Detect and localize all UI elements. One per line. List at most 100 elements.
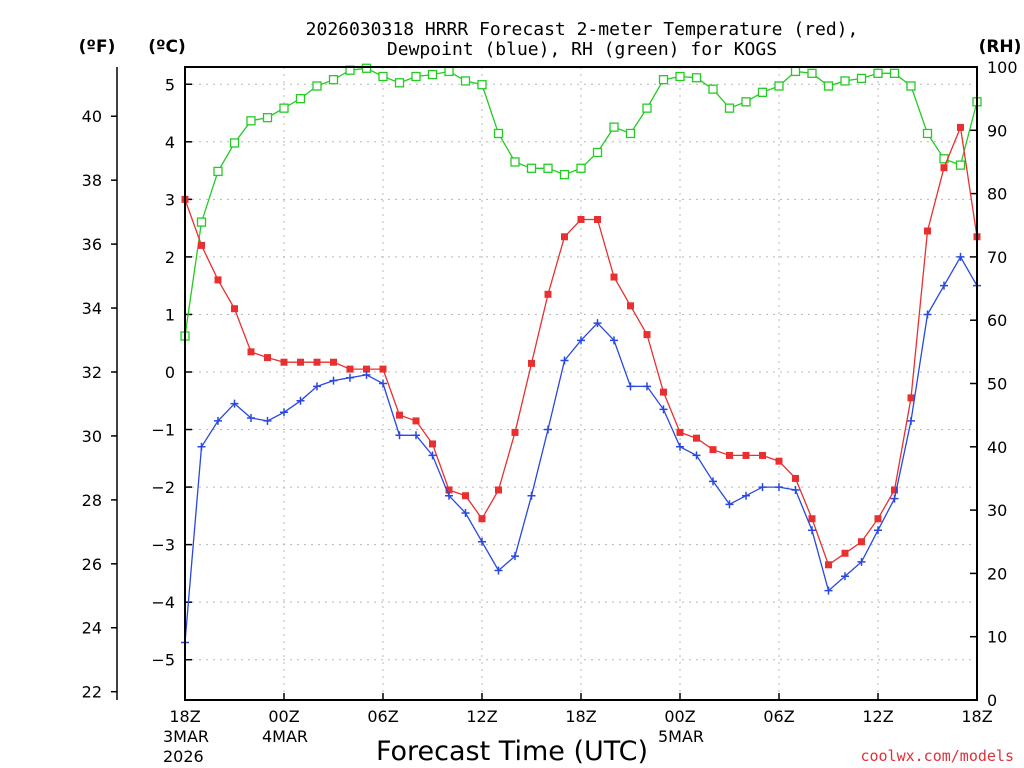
dewpoint-point — [313, 382, 321, 391]
dewpoint-point — [857, 557, 866, 566]
dewpoint-point — [874, 526, 882, 535]
fahrenheit-tick-label: 22 — [82, 683, 102, 702]
dewpoint-point — [659, 405, 668, 414]
dewpoint-point — [395, 431, 404, 440]
temperature-point — [346, 365, 354, 373]
rh-point — [493, 128, 504, 139]
series-layer — [180, 63, 982, 647]
celsius-unit-label: (ºC) — [148, 37, 186, 57]
time-tick-label: 12Z — [466, 707, 497, 726]
rh-point — [394, 78, 405, 88]
temperature-point — [544, 290, 552, 298]
celsius-tick-label: 4 — [165, 133, 175, 152]
dewpoint-point — [758, 483, 767, 492]
rh-point — [279, 103, 289, 113]
celsius-tick-label: −1 — [151, 421, 175, 440]
dewpoint-point — [890, 494, 899, 503]
rh-tick-label: 30 — [987, 501, 1007, 520]
temperature-point — [280, 358, 288, 366]
temperature-point — [577, 215, 585, 223]
rh-point — [889, 68, 900, 78]
temperature-point — [594, 215, 601, 223]
fahrenheit-tick-label: 40 — [82, 107, 102, 126]
dewpoint-point — [527, 491, 536, 500]
rh-tick-label: 70 — [987, 248, 1007, 267]
dewpoint-point — [461, 508, 470, 517]
temperature-point — [412, 417, 420, 425]
rh-point — [675, 71, 685, 82]
temperature-point — [511, 428, 519, 436]
rh-point — [955, 160, 966, 170]
temperature-point — [709, 446, 717, 454]
fahrenheit-axis: 40 38 36 34 32 30 28 26 24 22 — [82, 67, 118, 702]
rh-point — [922, 128, 933, 139]
temperature-point — [330, 358, 337, 366]
dewpoint-point — [940, 281, 948, 290]
temperature-point — [363, 365, 370, 373]
celsius-tick-label: 1 — [165, 305, 175, 324]
temperature-point — [247, 348, 255, 356]
rh-point — [790, 66, 801, 77]
credit-label: coolwx.com/models — [860, 747, 1014, 765]
rh-point — [823, 81, 834, 91]
dewpoint-series — [181, 252, 981, 647]
celsius-tick-label: −4 — [151, 593, 175, 612]
temperature-point — [610, 273, 618, 281]
temperature-point — [858, 538, 865, 546]
rh-point — [427, 69, 438, 80]
time-tick-label: 12Z — [862, 707, 893, 726]
date-label: 5MAR — [658, 727, 704, 746]
x-axis-label: Forecast Time (UTC) — [376, 736, 648, 767]
dewpoint-point — [742, 491, 750, 500]
rh-point — [807, 68, 817, 78]
dewpoint-point — [445, 491, 453, 500]
temperature-point — [924, 227, 931, 235]
rh-point — [906, 81, 916, 91]
rh-point — [213, 166, 223, 177]
dewpoint-point — [329, 376, 338, 385]
rh-tick-label: 90 — [987, 121, 1007, 140]
fahrenheit-tick-label: 26 — [82, 555, 102, 574]
dewpoint-point — [544, 425, 552, 434]
year-label: 2026 — [163, 747, 204, 766]
temperature-point — [297, 358, 304, 366]
dewpoint-point — [379, 379, 387, 388]
dewpoint-point — [428, 451, 437, 460]
rh-point — [312, 81, 322, 91]
rh-unit-label: (RH) — [979, 37, 1022, 57]
temperature-series — [181, 123, 981, 569]
temperature-point — [726, 451, 733, 459]
temperature-point — [693, 434, 700, 442]
fahrenheit-tick-label: 30 — [82, 427, 102, 446]
celsius-tick-label: −3 — [151, 536, 175, 555]
dewpoint-point — [230, 399, 239, 408]
rh-tick-label: 50 — [987, 375, 1007, 394]
dewpoint-point — [263, 416, 272, 425]
temperature-point — [528, 359, 535, 367]
dewpoint-point — [808, 526, 816, 535]
dewpoint-point — [709, 477, 717, 486]
rh-point — [625, 128, 636, 139]
dewpoint-point — [626, 382, 635, 391]
dewpoint-point — [676, 442, 684, 451]
temperature-point — [445, 486, 453, 494]
rh-point — [658, 75, 669, 85]
rh-point — [510, 157, 520, 167]
dewpoint-point — [296, 396, 305, 405]
dewpoint-point — [247, 414, 255, 423]
dewpoint-point — [577, 336, 585, 345]
temperature-point — [775, 457, 783, 465]
rh-point — [229, 138, 240, 148]
time-tick-label: 18Z — [565, 707, 596, 726]
celsius-tick-label: 5 — [165, 75, 175, 94]
rh-point — [840, 76, 850, 86]
chart-title-line1: 2026030318 HRRR Forecast 2-meter Tempera… — [306, 19, 859, 40]
rh-point — [774, 81, 784, 91]
dewpoint-point — [362, 370, 371, 379]
chart-title-line2: Dewpoint (blue), RH (green) for KOGS — [387, 39, 777, 60]
temperature-point — [561, 233, 568, 241]
temperature-point — [957, 123, 964, 131]
